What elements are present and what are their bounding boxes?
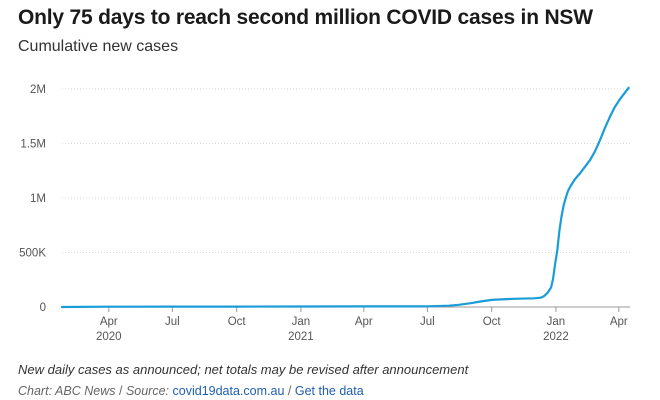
x-axis-ticks <box>108 307 620 312</box>
x-tick-label: Jan <box>547 316 566 328</box>
y-tick-label: 1M <box>30 193 46 205</box>
credit-separator: / <box>118 384 123 398</box>
x-tick-label: Jul <box>165 316 180 328</box>
x-tick-year: 2020 <box>96 331 122 343</box>
link-separator: / <box>287 384 292 398</box>
x-tick-year: 2022 <box>543 331 569 343</box>
y-axis-labels: 0 500K 1M 1.5M 2M <box>19 84 46 314</box>
chart-source: Chart: ABC News / Source: covid19data.co… <box>18 384 364 398</box>
chart-title: Only 75 days to reach second million COV… <box>18 6 593 29</box>
line-chart: 0 500K 1M 1.5M 2M Apr 2020 Jul Oct Jan 2021 Apr Jul… <box>19 84 630 343</box>
x-tick-label: Oct <box>483 316 502 328</box>
y-tick-label: 500K <box>19 247 46 259</box>
x-tick-label: Apr <box>100 316 118 328</box>
x-tick-year: 2021 <box>288 331 314 343</box>
x-tick-label: Jul <box>420 316 435 328</box>
gridlines <box>62 88 630 308</box>
x-tick-label: Oct <box>228 316 247 328</box>
x-axis-labels: Apr 2020 Jul Oct Jan 2021 Apr Jul Oct Jan 2022 Apr <box>96 316 628 343</box>
x-tick-label: Apr <box>355 316 373 328</box>
y-tick-label: 1.5M <box>20 138 46 150</box>
source-link[interactable]: covid19data.com.au <box>172 384 285 398</box>
y-tick-label: 2M <box>30 84 46 96</box>
x-tick-label: Apr <box>610 316 628 328</box>
chart-note: New daily cases as announced; net totals… <box>18 362 469 377</box>
source-label: Source: <box>125 384 170 398</box>
get-data-link[interactable]: Get the data <box>294 384 364 398</box>
x-tick-label: Jan <box>292 316 311 328</box>
chart-credit: Chart: ABC News <box>18 384 116 398</box>
cases-line <box>60 86 630 309</box>
chart-subtitle: Cumulative new cases <box>18 38 179 55</box>
y-tick-label: 0 <box>40 302 46 314</box>
